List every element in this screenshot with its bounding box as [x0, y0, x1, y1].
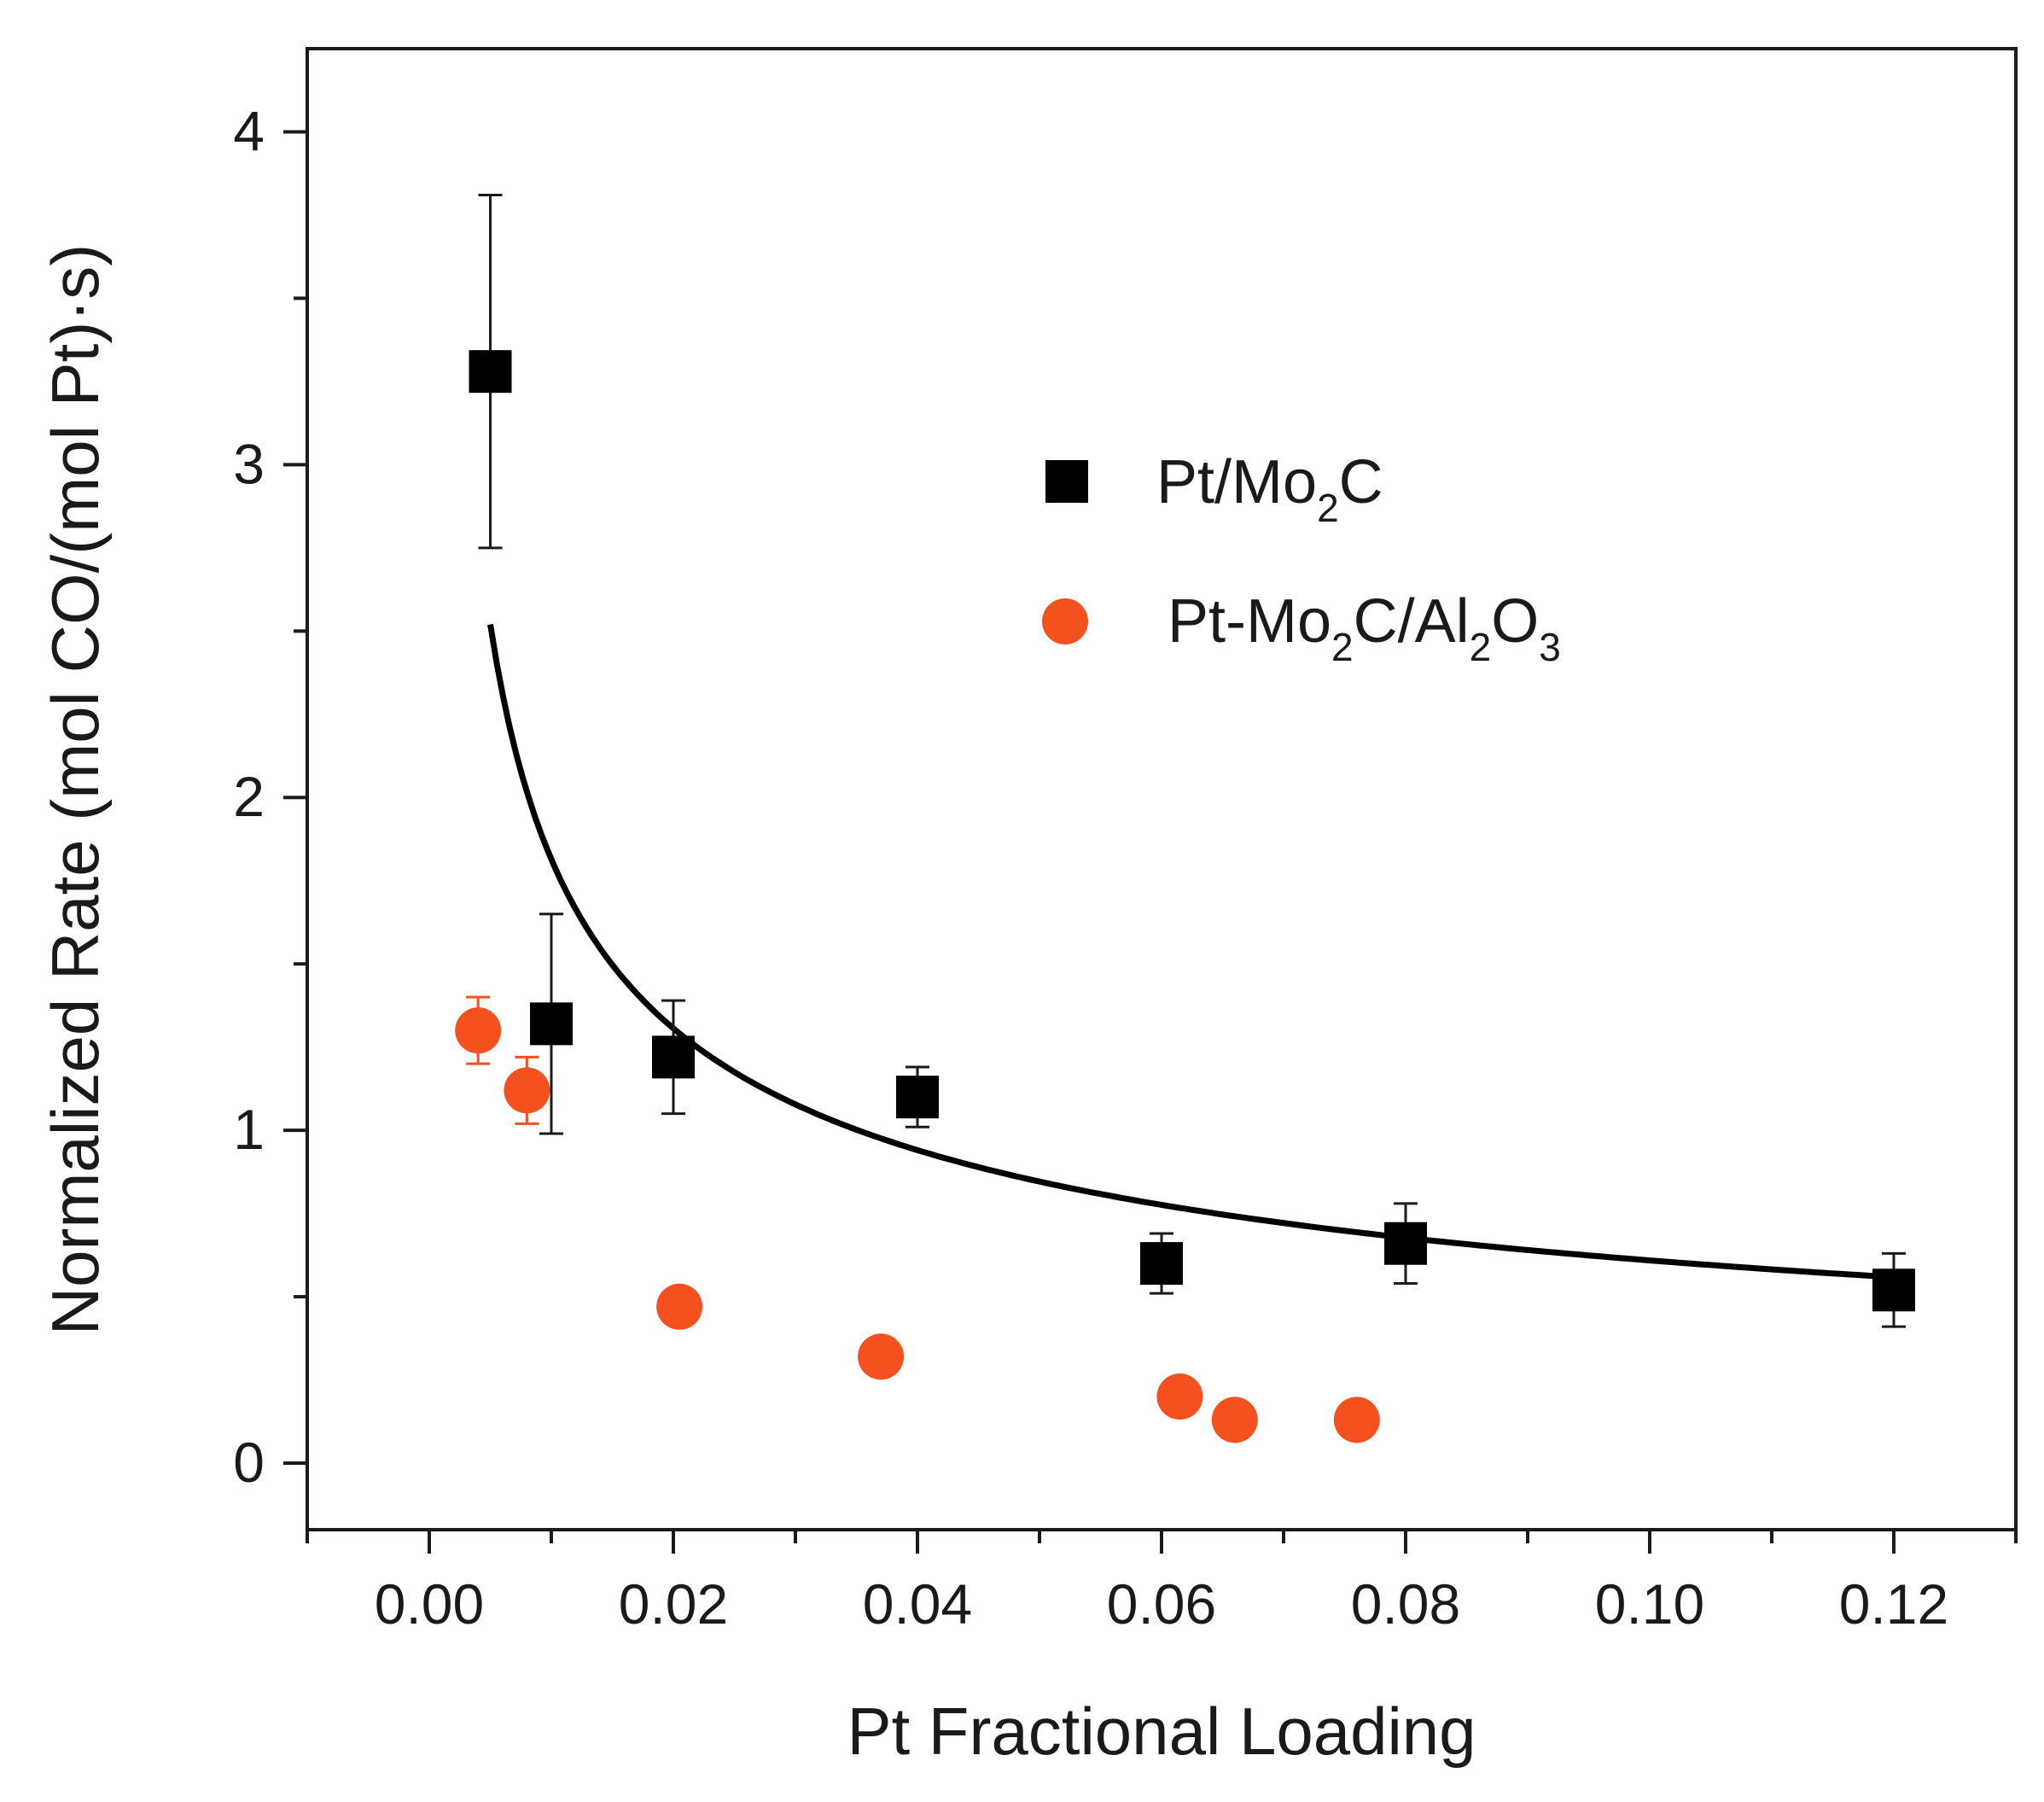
legend-marker-pt-mo2c-al2o3	[1042, 598, 1088, 644]
x-tick-label-0.08: 0.08	[1351, 1572, 1460, 1636]
data-point-square	[530, 1002, 573, 1046]
data-point-circle	[656, 1283, 703, 1330]
x-axis-title: Pt Fractional Loading	[847, 1694, 1476, 1769]
x-axis: 0.00 0.02 0.04 0.06 0.08 0.10 0.12	[306, 1530, 2018, 1636]
series-pt-mo2c	[469, 194, 1915, 1328]
x-tick-label-0.10: 0.10	[1595, 1572, 1704, 1636]
data-point-circle	[1211, 1397, 1258, 1443]
y-tick-label-3: 3	[233, 432, 265, 495]
plot-frame	[306, 47, 2018, 1531]
data-point-square	[1384, 1222, 1427, 1265]
x-tick-label-0.02: 0.02	[619, 1572, 728, 1636]
x-tick-label-0.06: 0.06	[1107, 1572, 1216, 1636]
data-point-square	[1140, 1242, 1183, 1286]
y-tick-label-2: 2	[233, 765, 265, 828]
legend: Pt/Mo2C Pt-Mo2C/Al2O3	[1042, 448, 1561, 669]
data-point-square	[469, 350, 512, 394]
data-point-circle	[455, 1007, 502, 1054]
legend-label-al2o3-sub2: 2	[1470, 625, 1492, 669]
legend-label-al2o3-part3: O	[1491, 587, 1539, 656]
legend-label-al2o3-sub1: 2	[1331, 625, 1354, 669]
y-tick-label-4: 4	[233, 99, 265, 162]
fit-curve	[487, 623, 1895, 1280]
legend-label-al2o3-sub3: 3	[1539, 625, 1561, 669]
x-tick-label-0.12: 0.12	[1839, 1572, 1948, 1636]
series-pt-mo2c-al2o3	[455, 995, 1380, 1443]
legend-label-pt-mo2c-part2: C	[1339, 448, 1383, 516]
data-point-square	[896, 1076, 939, 1119]
legend-label-al2o3-part2: C/Al	[1354, 587, 1470, 656]
y-tick-label-1: 1	[233, 1098, 265, 1161]
legend-marker-pt-mo2c	[1045, 460, 1088, 503]
legend-label-pt-mo2c-al2o3: Pt-Mo2C/Al2O3	[1168, 587, 1561, 669]
x-tick-label-0.04: 0.04	[863, 1572, 972, 1636]
x-tick-label-0.00: 0.00	[375, 1572, 484, 1636]
data-point-square	[652, 1035, 695, 1079]
legend-label-al2o3-part1: Pt-Mo	[1168, 587, 1331, 656]
data-point-circle	[1156, 1373, 1203, 1420]
legend-label-pt-mo2c-part1: Pt/Mo	[1156, 448, 1317, 516]
legend-label-pt-mo2c: Pt/Mo2C	[1156, 448, 1383, 530]
y-axis: 0 1 2 3 4	[233, 99, 307, 1494]
data-point-circle	[1333, 1397, 1380, 1443]
y-tick-label-0: 0	[233, 1431, 265, 1494]
legend-label-pt-mo2c-sub1: 2	[1317, 486, 1339, 530]
data-point-circle	[504, 1067, 550, 1114]
data-point-square	[1872, 1268, 1915, 1312]
y-axis-title: Normalized Rate (mol CO/(mol Pt)·s)	[38, 244, 113, 1336]
series-layer	[455, 194, 1915, 1443]
data-point-circle	[858, 1333, 905, 1380]
